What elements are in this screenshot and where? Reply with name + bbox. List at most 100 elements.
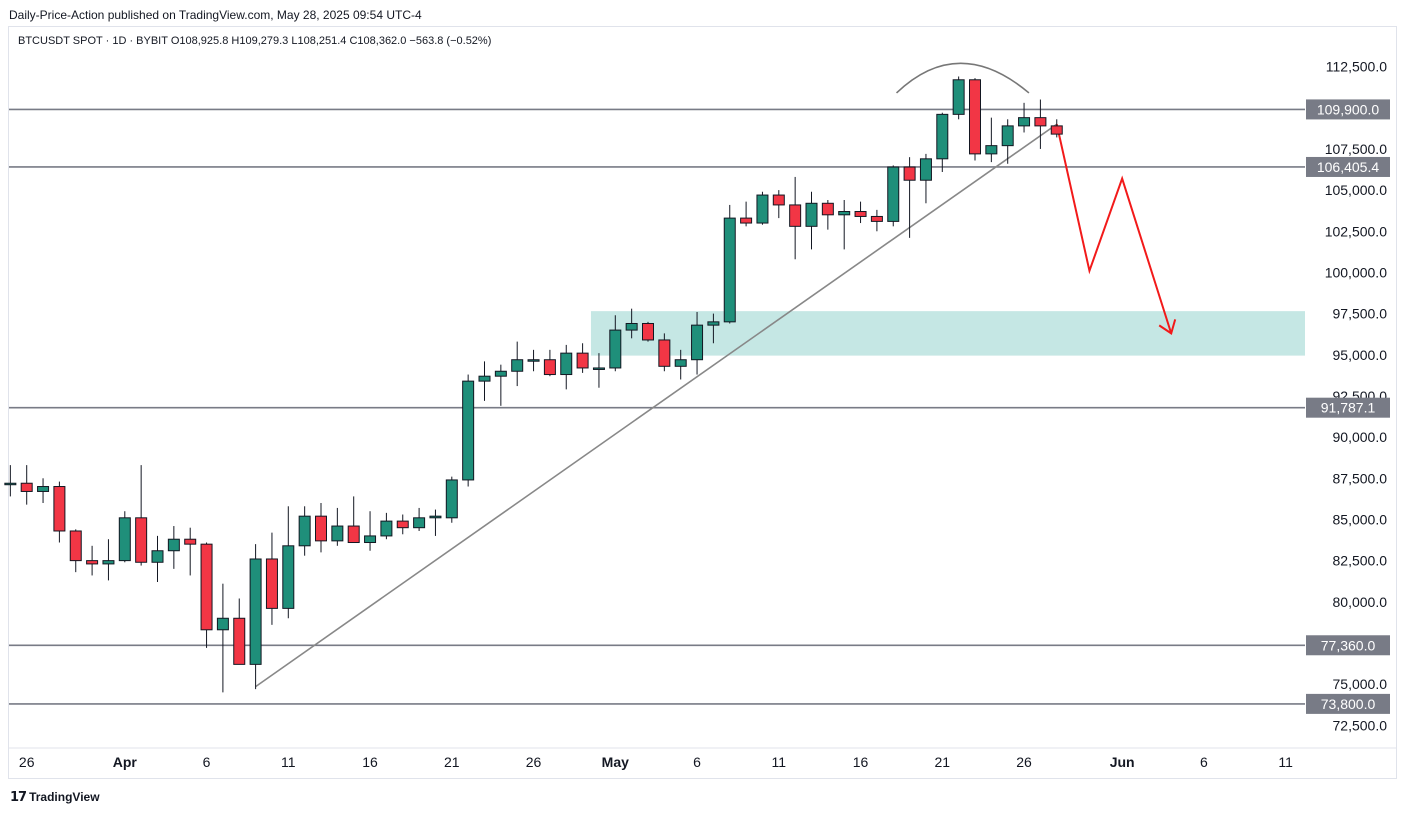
trendline [255, 123, 1058, 688]
level-badge [1306, 99, 1390, 120]
candle-body [838, 211, 851, 216]
candle-body [658, 339, 671, 367]
candle [1018, 102, 1031, 133]
candle-body [691, 324, 704, 361]
candle [478, 361, 491, 401]
candle-body [985, 145, 998, 155]
candle-body [331, 525, 344, 542]
candle [642, 321, 654, 342]
candle [396, 514, 409, 535]
candle [723, 204, 736, 324]
level-badge [1306, 635, 1390, 656]
y-tick-label: 107,500.0 [1325, 141, 1387, 157]
candle [151, 535, 164, 583]
candle [167, 526, 180, 569]
y-tick-label: 87,500.0 [1333, 470, 1388, 486]
candle-body [952, 79, 965, 115]
candle-body [560, 352, 573, 376]
candle [53, 481, 66, 543]
candle [543, 349, 556, 377]
candle-body [118, 517, 131, 562]
candle [952, 76, 965, 120]
candle-body [53, 486, 66, 532]
candle [772, 190, 785, 219]
y-tick-label: 72,500.0 [1333, 717, 1388, 733]
candle [86, 545, 99, 576]
legend-close: C108,362.0 [349, 35, 407, 47]
tradingview-footer[interactable]: 𝟭𝟳 TradingView [10, 789, 100, 805]
candle [887, 165, 900, 227]
candle [282, 506, 295, 619]
candle [1050, 119, 1063, 138]
candle [870, 209, 883, 232]
candle [1034, 99, 1047, 149]
candle-body [37, 486, 50, 492]
candle [674, 349, 687, 380]
x-tick-label: 6 [1200, 754, 1208, 770]
candle-body [740, 217, 753, 224]
candle [102, 539, 115, 581]
candle-body [364, 535, 377, 544]
candle-body [494, 370, 507, 377]
candle [413, 507, 426, 531]
candle-body [135, 517, 148, 563]
x-tick-label: 21 [935, 754, 951, 770]
candle-body [282, 545, 295, 609]
projection-path [1055, 124, 1173, 334]
candle [805, 191, 818, 250]
candle-body [167, 538, 180, 552]
candle [854, 201, 867, 224]
legend-low: L108,251.4 [291, 35, 347, 47]
candle [216, 583, 229, 693]
publish-header: Daily-Price-Action published on TradingV… [9, 8, 422, 22]
x-tick-label: 16 [362, 754, 378, 770]
candle-body [413, 517, 426, 529]
candle [249, 544, 262, 690]
candle-body [233, 617, 246, 665]
x-tick-label: 16 [853, 754, 869, 770]
candle [609, 315, 622, 372]
level-badge [1306, 397, 1390, 418]
x-tick-label: 6 [693, 754, 701, 770]
legend-symbol: BTCUSDT SPOT · 1D · BYBIT [18, 35, 168, 47]
candle-body [478, 375, 491, 382]
x-tick-label: 26 [526, 754, 542, 770]
x-tick-label: 26 [19, 754, 35, 770]
footer-brand: TradingView [29, 790, 100, 804]
candle-body [462, 380, 475, 481]
candle-body [609, 329, 622, 369]
candle-body [723, 217, 736, 323]
candle-body [86, 560, 99, 565]
candle [821, 199, 834, 230]
candle [1001, 119, 1014, 164]
candle [658, 333, 671, 372]
candle-body [527, 359, 540, 362]
candle [592, 353, 605, 388]
y-tick-label: 102,500.0 [1325, 223, 1387, 239]
candle [445, 476, 458, 523]
y-tick-label: 90,000.0 [1333, 429, 1388, 445]
candle [364, 511, 377, 551]
candle-body [20, 482, 33, 492]
y-tick-label: 80,000.0 [1333, 594, 1388, 610]
level-badge-label: 73,800.0 [1321, 696, 1376, 712]
candle [560, 344, 573, 390]
chart-frame [8, 26, 1397, 779]
candle [625, 308, 638, 339]
candle [576, 343, 589, 373]
candle [69, 529, 82, 573]
candle-body [4, 482, 17, 486]
candle [740, 201, 753, 227]
candle [4, 465, 17, 497]
x-tick-label: 11 [772, 754, 787, 770]
demand-zone [590, 311, 1305, 356]
candle-body [919, 158, 932, 181]
candle-body [789, 204, 802, 227]
candle [429, 509, 442, 536]
candle [511, 341, 524, 387]
candle-body [102, 560, 115, 565]
candle [20, 465, 33, 505]
candle-body [151, 550, 164, 563]
candle-body [298, 515, 311, 547]
